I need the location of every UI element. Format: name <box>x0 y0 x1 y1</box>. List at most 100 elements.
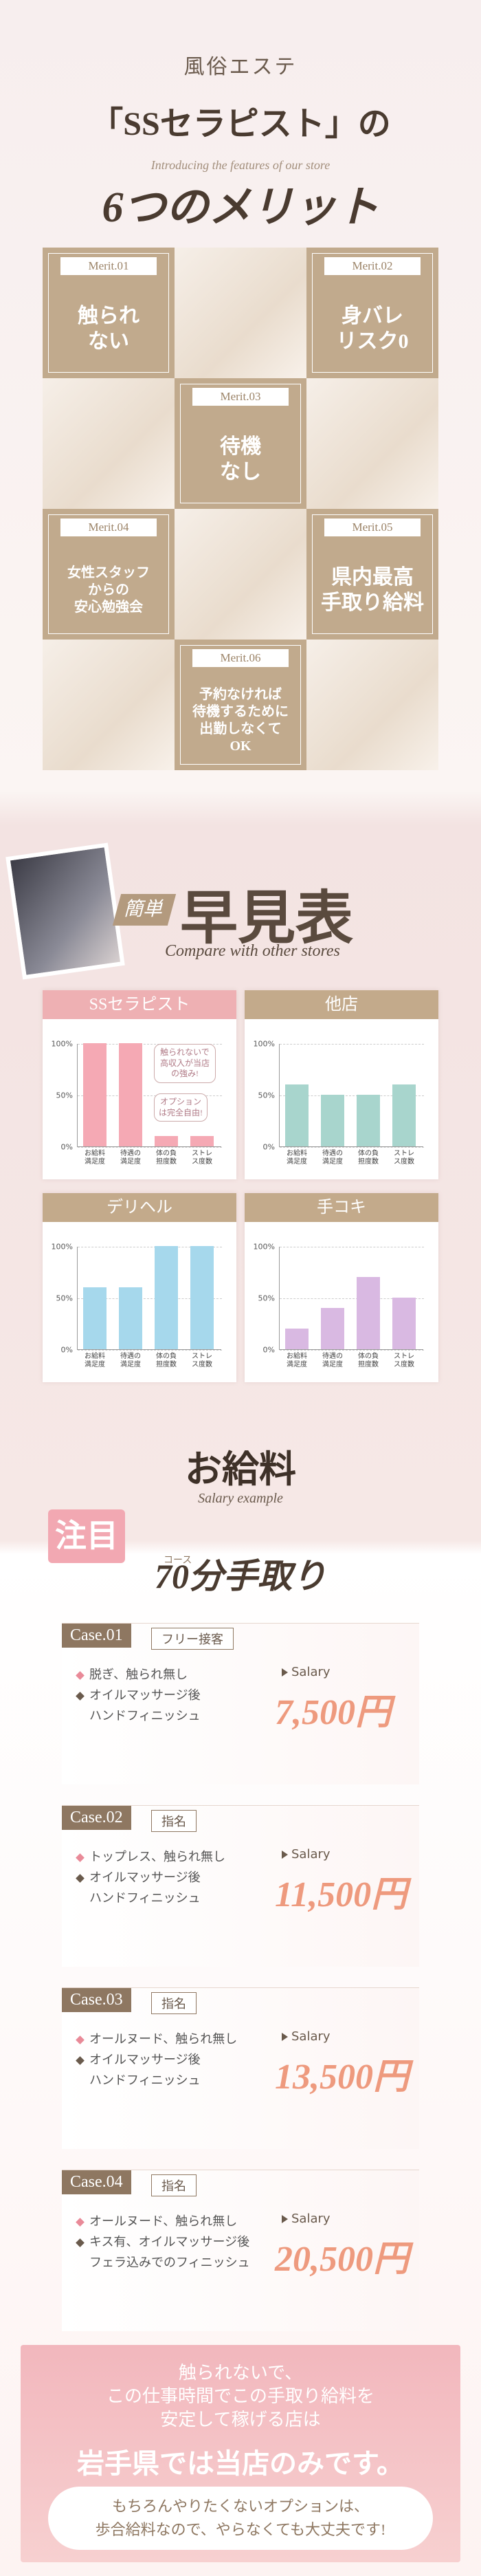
plot-area: 0% 50% 100% お給料満足度 待遇の満足度 体の負担度数 ストレス度数 <box>52 1040 222 1166</box>
merit-card: Merit.02 身バレリスク0 <box>306 248 438 378</box>
y-tick-label: 0% <box>262 1142 275 1152</box>
x-tick-label: ストレス度数 <box>394 1353 414 1368</box>
case-item: オールヌード、触られ無し <box>74 2212 250 2232</box>
merit-line: なし <box>220 461 261 483</box>
grid-line <box>280 1095 424 1096</box>
merit-text: 予約なければ 待機するために 出勤しなくて OK <box>175 677 306 765</box>
closing-lines: 触られないで、 この仕事時間でこの手取り給料を 安定して稼げる店は <box>21 2361 460 2432</box>
y-tick-label: 100% <box>51 1242 73 1252</box>
merit-line: 予約なければ <box>199 687 282 702</box>
course-ruby: コース <box>164 1556 192 1566</box>
case-item-text: キス有、オイルマッサージ後 <box>89 2235 250 2249</box>
chart-card: 手コキ 0% 50% 100% お給料満足度 待遇の満足度 体の負担度数 ストレス度数 <box>245 1193 438 1382</box>
comparison-badge: 簡単 <box>112 894 177 926</box>
x-tick-label: お給料満足度 <box>85 1150 105 1166</box>
case-label: Case.02 <box>62 1806 131 1830</box>
grid-line <box>78 1044 222 1045</box>
x-tick-label: 体の負担度数 <box>156 1353 177 1368</box>
photo <box>306 640 438 770</box>
bar <box>83 1287 107 1349</box>
chart-card: SSセラピスト 0% 50% 100% お給料満足度 待遇の満足度 体の負担度数 ストレス度数… <box>43 990 236 1179</box>
case-item: ハンドフィニッシュ <box>74 1888 225 1909</box>
annotation: オプションは完全自由! <box>154 1093 208 1122</box>
x-tick-label: ストレス度数 <box>192 1353 212 1368</box>
bar <box>190 1136 214 1146</box>
case-type: フリー接客 <box>151 1628 234 1650</box>
bullet-icon <box>76 1671 85 1680</box>
bar <box>119 1287 142 1349</box>
kicker: 風俗エステ <box>183 56 298 78</box>
grid-line <box>280 1044 424 1045</box>
merit-line: 身バレ <box>342 304 403 327</box>
case-item-text: ハンドフィニッシュ <box>89 2073 201 2088</box>
case-item-text: トップレス、触られ無し <box>89 1850 225 1864</box>
merit-frame <box>180 384 301 503</box>
case-item: キス有、オイルマッサージ後 <box>74 2232 250 2253</box>
merit-label: Merit.01 <box>60 257 157 275</box>
merit-frame <box>48 253 169 373</box>
salary-label: Salary <box>282 2212 331 2226</box>
y-tick-label: 50% <box>56 1091 73 1100</box>
case-type: 指名 <box>151 2174 197 2196</box>
merit-frame <box>312 514 433 634</box>
case-item: ハンドフィニッシュ <box>74 2071 237 2091</box>
case-type: 指名 <box>151 1810 197 1832</box>
closing-note: もちろんやりたくないオプションは、 歩合給料なので、やらなくても大丈夫です! <box>48 2487 433 2550</box>
x-tick-label: 待遇の満足度 <box>120 1353 141 1368</box>
bullet-icon <box>76 1853 85 1862</box>
grid-line <box>78 1147 222 1148</box>
merit-line: 待機 <box>220 435 261 458</box>
x-tick-label: 体の負担度数 <box>358 1150 379 1166</box>
x-tick-label: ストレス度数 <box>192 1150 212 1166</box>
case-item-text: 脱ぎ、触られ無し <box>89 1668 188 1682</box>
photo <box>43 378 175 509</box>
merit-text: 身バレリスク0 <box>306 285 438 373</box>
bar <box>190 1246 214 1349</box>
grid-line <box>280 1298 424 1299</box>
case-item: トップレス、触られ無し <box>74 1847 225 1868</box>
case-item-text: ハンドフィニッシュ <box>89 1891 201 1906</box>
merit-line: 触られ <box>78 304 139 327</box>
grid-line <box>280 1350 424 1351</box>
salary-amount: 13,500円 <box>275 2057 410 2097</box>
bar <box>155 1246 178 1349</box>
chart-card: デリヘル 0% 50% 100% お給料満足度 待遇の満足度 体の負担度数 ストレス度数 <box>43 1193 236 1382</box>
bar <box>392 1084 416 1146</box>
x-tick-label: お給料満足度 <box>287 1150 307 1166</box>
merit-label: Merit.02 <box>324 257 421 275</box>
case-item-text: オイルマッサージ後 <box>89 2053 201 2067</box>
case-items: オールヌード、触られ無し キス有、オイルマッサージ後 フェラ込みでのフィニッシュ <box>74 2212 250 2273</box>
closing-line: 触られないで、 <box>178 2363 303 2383</box>
closing-highlight: 岩手県では当店のみです。 <box>77 2448 404 2479</box>
case-item: オイルマッサージ後 <box>74 1685 201 1706</box>
closing-box: 触られないで、 この仕事時間でこの手取り給料を 安定して稼げる店は 岩手県では当店の… <box>21 2345 460 2562</box>
chart-title: デリヘル <box>43 1193 236 1222</box>
merit-line: からの <box>88 582 129 598</box>
salary-case: Case.04 指名 オールヌード、触られ無し キス有、オイルマッサージ後 フェラ込みで… <box>62 2170 419 2331</box>
x-tick-label: 待遇の満足度 <box>322 1150 343 1166</box>
merit-frame <box>180 645 301 765</box>
x-tick-label: 待遇の満足度 <box>322 1353 343 1368</box>
y-tick-label: 100% <box>51 1039 73 1049</box>
grid-line <box>280 1147 424 1148</box>
merit-line: 手取り給料 <box>321 591 424 614</box>
case-type: 指名 <box>151 1992 197 2014</box>
y-tick-label: 100% <box>253 1242 275 1252</box>
bar <box>321 1308 344 1349</box>
case-item-text: オールヌード、触られ無し <box>89 2214 238 2229</box>
comparison-subtitle: Compare with other stores <box>165 942 340 960</box>
x-tick-label: 体の負担度数 <box>358 1353 379 1368</box>
case-item: オールヌード、触られ無し <box>74 2029 237 2050</box>
closing-note-line: もちろんやりたくないオプションは、 <box>111 2498 369 2515</box>
plot-area: 0% 50% 100% お給料満足度 待遇の満足度 体の負担度数 ストレス度数 <box>254 1243 424 1368</box>
salary-label: Salary <box>282 2029 331 2044</box>
merit-frame <box>312 253 433 373</box>
chart-title: 他店 <box>245 990 438 1019</box>
bullet-icon <box>76 2218 85 2227</box>
y-tick-label: 50% <box>258 1294 275 1303</box>
bar <box>357 1095 380 1146</box>
comparison-title: 早見表 <box>180 887 354 951</box>
merit-card: Merit.05 県内最高 手取り給料 <box>306 509 438 640</box>
case-item: オイルマッサージ後 <box>74 1868 225 1888</box>
merit-line: リスク0 <box>336 330 409 353</box>
